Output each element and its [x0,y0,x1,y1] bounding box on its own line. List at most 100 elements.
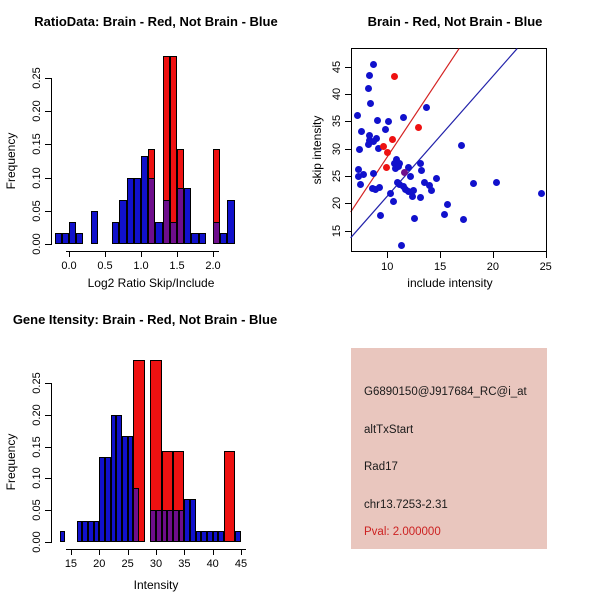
gene-blue-bar [99,457,105,542]
ratio-blue-bar [112,222,120,245]
not-brain-point [370,60,378,68]
ratio-blue-bar [198,232,206,245]
not-brain-point [375,144,383,152]
not-brain-point [417,167,425,175]
panel-ratio-histogram: RatioData: Brain - Red, Not Brain - Blue… [0,0,300,300]
gene-blue-bar [104,457,111,542]
not-brain-point [411,215,419,223]
gene-y-tick-label: 0.05 [31,499,43,521]
not-brain-point [422,103,430,111]
probe-id-text: G6890150@J917684_RC@i_at [364,386,527,398]
gene-blue-bar [87,520,94,542]
not-brain-point [355,165,363,173]
gene-blue-bar [110,414,117,542]
gene-name-text: Rad17 [364,461,398,473]
ratio-overlap-bar [162,199,170,245]
ratio-y-tick [45,177,51,179]
panel-intensity-scatter: Brain - Red, Not Brain - Blue 15 20 25 30 35… [300,0,600,300]
gene-red-bar [173,451,185,542]
gene-x-tick [184,548,186,555]
gene-blue-bar [235,530,242,542]
gene-red-bar [133,360,145,542]
ratio-y-tick [45,111,51,113]
not-brain-point [537,190,545,197]
gene-blue-bar [121,435,128,542]
gene-x-tick-label: 35 [178,557,191,570]
ratio-y-tick [45,144,51,146]
ratio-x-tick-label: 2.0 [205,259,221,272]
genomic-location-text: chr13.7253-2.31 [364,499,448,511]
brain-point [391,72,399,80]
scatter-y-tick [344,230,351,232]
gene-y-tick [45,383,51,385]
not-brain-point [420,178,428,186]
not-brain-point [376,183,384,191]
gene-blue-bar [218,530,225,542]
not-brain-point [365,71,373,79]
not-brain-point [409,192,417,200]
ratio-hist-xlabel: Log2 Ratio Skip/Include [87,276,215,290]
not-brain-point [370,170,378,178]
panel-gene-intensity-histogram: Gene Itensity: Brain - Red, Not Brain - … [0,300,300,600]
gene-x-tick [99,548,101,555]
ratio-blue-bar [191,232,199,245]
ratio-overlap-bar [177,187,185,245]
ratio-blue-bar [54,232,62,245]
brain-point [379,142,387,150]
scatter-x-tick-label: 20 [486,260,500,273]
gene-info-box: G6890150@J917684_RC@i_at altTxStart Rad1… [351,348,547,549]
not-brain-point [416,193,424,201]
not-brain-point [404,188,412,196]
gene-hist-xlabel: Intensity [133,578,179,592]
ratio-hist-ylabel: Frequency [4,132,18,190]
scatter-y-tick [344,203,351,205]
not-brain-point [365,132,373,140]
scatter-y-tick [344,93,351,95]
gene-blue-bar [207,530,213,542]
ratio-y-tick-label: 0.05 [31,200,43,222]
ratio-y-tick-label: 0.10 [31,166,43,189]
gene-overlap-bar [167,510,173,542]
ratio-blue-bar [141,155,149,245]
gene-blue-bar [59,530,66,542]
ratio-blue-bar [220,232,228,245]
scatter-y-tick [344,66,351,68]
brain-point [383,148,391,156]
not-brain-point [426,182,434,190]
scatter-x-tick-label: 10 [381,260,394,273]
gene-overlap-bar [173,510,179,542]
scatter-x-tick-label: 15 [433,260,447,273]
gene-y-tick [45,510,51,511]
gene-y-tick-label: 0.10 [31,467,43,490]
not-brain-point [359,170,367,178]
ratio-y-tick [45,77,51,79]
gene-x-tick [127,548,129,555]
gene-x-tick [70,548,72,555]
not-brain-point [395,162,403,170]
gene-red-bar [150,360,162,542]
not-brain-point [470,179,478,187]
event-type-text: altTxStart [364,424,414,436]
gene-x-tick-label: 15 [64,557,78,570]
gene-x-tick-label: 25 [121,557,134,570]
not-brain-point [354,111,362,119]
scatter-y-tick [344,121,351,123]
gene-blue-bar [127,435,134,542]
ratio-overlap-bar [169,222,177,245]
not-brain-point [357,181,365,189]
scatter-y-axis-line [350,66,352,232]
gene-hist-ylabel: Frequency [4,433,18,491]
ratio-blue-bar [184,187,192,245]
ratio-blue-bar [227,199,235,245]
ratio-blue-bar [133,177,141,245]
scatter-y-tick [344,148,351,150]
ratio-blue-bar [155,222,163,245]
ratio-y-axis-line [51,77,52,246]
ratio-x-tick [141,250,142,257]
not-brain-point [443,200,451,208]
not-brain-point [459,216,467,224]
not-brain-point [457,141,465,149]
ratio-x-tick-label: 0.5 [97,259,113,272]
not-brain-point [373,134,381,142]
